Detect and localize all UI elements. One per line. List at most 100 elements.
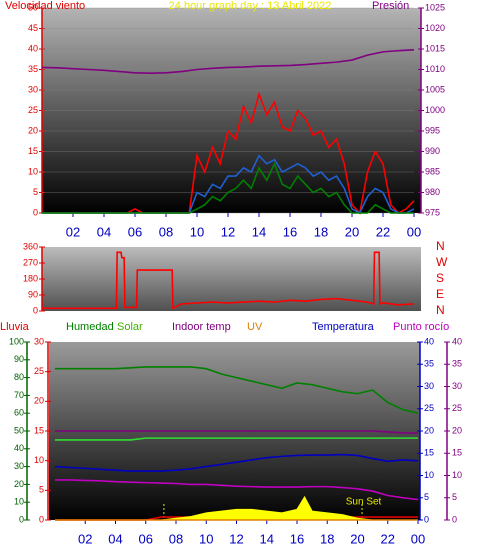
y-tick-label: 5 — [39, 485, 44, 495]
y-tick-label: 15 — [34, 425, 44, 435]
x-tick-label: 20 — [345, 224, 359, 239]
y-axis-title: Velocidad viento — [5, 0, 85, 12]
chart-title: 24 hour graph day : 13 Abril 2022 — [169, 0, 332, 12]
legend-entry: Lluvia — [0, 321, 30, 333]
y-tick-label: 100 — [9, 336, 24, 346]
y-tick-label: 1005 — [425, 84, 445, 94]
y-tick-label: N — [436, 239, 445, 253]
y-tick-label: 10 — [28, 166, 38, 176]
y-tick-label: 40 — [14, 443, 24, 453]
y-tick-label: 5 — [452, 492, 457, 502]
line — [42, 251, 415, 310]
x-tick-label: 20 — [350, 531, 364, 546]
legend-entry: UV — [247, 321, 263, 333]
y-tick-label: 15 — [424, 448, 434, 458]
line — [42, 161, 414, 214]
x-tick-label: 16 — [290, 531, 304, 546]
y-tick-label: 30 — [34, 336, 44, 346]
y-tick-label: 40 — [452, 336, 462, 346]
y-tick-label: 10 — [34, 455, 44, 465]
x-tick-label: 02 — [78, 531, 92, 546]
y-tick-label: 0 — [19, 514, 24, 524]
x-tick-label: 16 — [283, 224, 297, 239]
y-tick-label: 10 — [424, 470, 434, 480]
legend-entry: Punto rocío — [393, 321, 449, 333]
y-tick-label: 35 — [28, 64, 38, 74]
line — [54, 453, 419, 472]
y-tick-label: 995 — [425, 125, 440, 135]
y-tick-label: 40 — [424, 336, 434, 346]
y-tick-label: 25 — [28, 105, 38, 115]
x-tick-label: 12 — [229, 531, 243, 546]
line — [55, 430, 419, 435]
x-tick-label: 22 — [376, 224, 390, 239]
x-tick-label: 10 — [190, 224, 204, 239]
y2-axis-title: Presión — [372, 0, 409, 12]
x-tick-label: 04 — [97, 224, 111, 239]
x-tick-label: 06 — [139, 531, 153, 546]
x-tick-label: 08 — [169, 531, 183, 546]
y-tick-label: 25 — [452, 403, 462, 413]
x-tick-label: 22 — [381, 531, 395, 546]
y-tick-label: 270 — [23, 257, 38, 267]
y-tick-label: N — [436, 303, 445, 317]
y-tick-label: 1015 — [425, 43, 445, 53]
x-tick-label: 08 — [159, 224, 173, 239]
y-tick-label: 35 — [452, 359, 462, 369]
y-tick-label: S — [436, 271, 444, 285]
x-tick-label: 02 — [66, 224, 80, 239]
y-tick-label: 975 — [425, 207, 440, 217]
y-tick-label: 20 — [14, 479, 24, 489]
legend-entry: Temperatura — [312, 321, 375, 333]
x-tick-label: 14 — [252, 224, 266, 239]
y-tick-label: 80 — [14, 372, 24, 382]
y-tick-label: 50 — [14, 425, 24, 435]
y-tick-label: 0 — [33, 305, 38, 315]
line — [41, 49, 415, 74]
y-tick-label: 15 — [28, 146, 38, 156]
legend-entry: Indoor temp — [172, 321, 231, 333]
x-tick-label: 00 — [407, 224, 421, 239]
y-tick-label: 30 — [424, 381, 434, 391]
y-tick-label: 10 — [14, 497, 24, 507]
y-tick-label: 30 — [28, 84, 38, 94]
x-tick-label: 00 — [411, 531, 425, 546]
y-tick-label: 1020 — [425, 23, 445, 33]
y-tick-label: 30 — [14, 461, 24, 471]
y-tick-label: 985 — [425, 166, 440, 176]
y-tick-label: 1025 — [425, 2, 445, 12]
y-tick-label: 20 — [28, 125, 38, 135]
y-tick-label: 180 — [23, 273, 38, 283]
line — [55, 437, 418, 441]
y-tick-label: 40 — [28, 43, 38, 53]
y-tick-label: 0 — [424, 514, 429, 524]
y-tick-label: E — [436, 287, 444, 301]
line — [55, 479, 419, 501]
y-tick-label: 0 — [39, 514, 44, 524]
y-tick-label: 980 — [425, 187, 440, 197]
legend-entry: Humedad — [66, 321, 114, 333]
x-tick-label: 06 — [128, 224, 142, 239]
x-tick-label: 12 — [221, 224, 235, 239]
x-tick-label: 18 — [314, 224, 328, 239]
y-tick-label: W — [436, 255, 448, 269]
y-tick-label: 5 — [33, 187, 38, 197]
y-tick-label: 20 — [452, 425, 462, 435]
x-tick-label: 18 — [320, 531, 334, 546]
y-tick-label: 1000 — [425, 105, 445, 115]
line — [55, 366, 419, 414]
y-tick-label: 0 — [452, 514, 457, 524]
y-tick-label: 45 — [28, 23, 38, 33]
x-tick-label: 04 — [108, 531, 122, 546]
x-tick-label: 10 — [199, 531, 213, 546]
y-tick-label: 1010 — [425, 64, 445, 74]
y-tick-label: 20 — [34, 396, 44, 406]
y-tick-label: 60 — [14, 408, 24, 418]
y-tick-label: 90 — [28, 289, 38, 299]
plot-background — [42, 8, 421, 213]
y-tick-label: 15 — [452, 448, 462, 458]
y-tick-label: 990 — [425, 146, 440, 156]
y-tick-label: 30 — [452, 381, 462, 391]
y-tick-label: 5 — [424, 492, 429, 502]
y-tick-label: 360 — [23, 241, 38, 251]
